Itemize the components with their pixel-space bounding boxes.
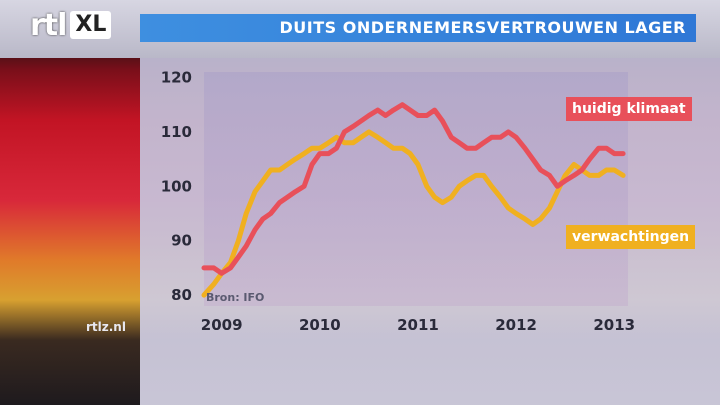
logo-text: rtl [30,7,67,43]
x-tick-label-2013: 2013 [593,316,635,334]
y-tick-label-90: 90 [171,232,192,250]
y-tick-label-100: 100 [161,177,192,195]
rtl-xl-logo: rtl XL [30,7,112,43]
x-axis-ticks: 2009 2010 2011 2012 2013 [201,316,635,334]
title-bar: DUITS ONDERNEMERSVERTROUWEN LAGER [140,14,696,42]
x-tick-label-2011: 2011 [397,316,439,334]
legend-huidig-klimaat: huidig klimaat [566,97,692,121]
series-line-huidig-klimaat [201,102,626,276]
y-axis-ticks: 80 90 100 110 120 [161,68,192,304]
y-tick-label-80: 80 [171,286,192,304]
x-tick-label-2009: 2009 [201,316,243,334]
series-line-verwachtingen [201,129,626,298]
x-tick-label-2010: 2010 [299,316,341,334]
y-tick-label-110: 110 [161,123,192,141]
logo-badge: XL [70,11,112,39]
x-tick-label-2012: 2012 [495,316,537,334]
series-lines [201,102,626,298]
source-label: Bron: IFO [206,291,265,304]
chart-title: DUITS ONDERNEMERSVERTROUWEN LAGER [279,18,686,37]
watermark-url: rtlz.nl [86,320,126,334]
y-tick-label-120: 120 [161,68,192,86]
legend-verwachtingen: verwachtingen [566,225,696,249]
